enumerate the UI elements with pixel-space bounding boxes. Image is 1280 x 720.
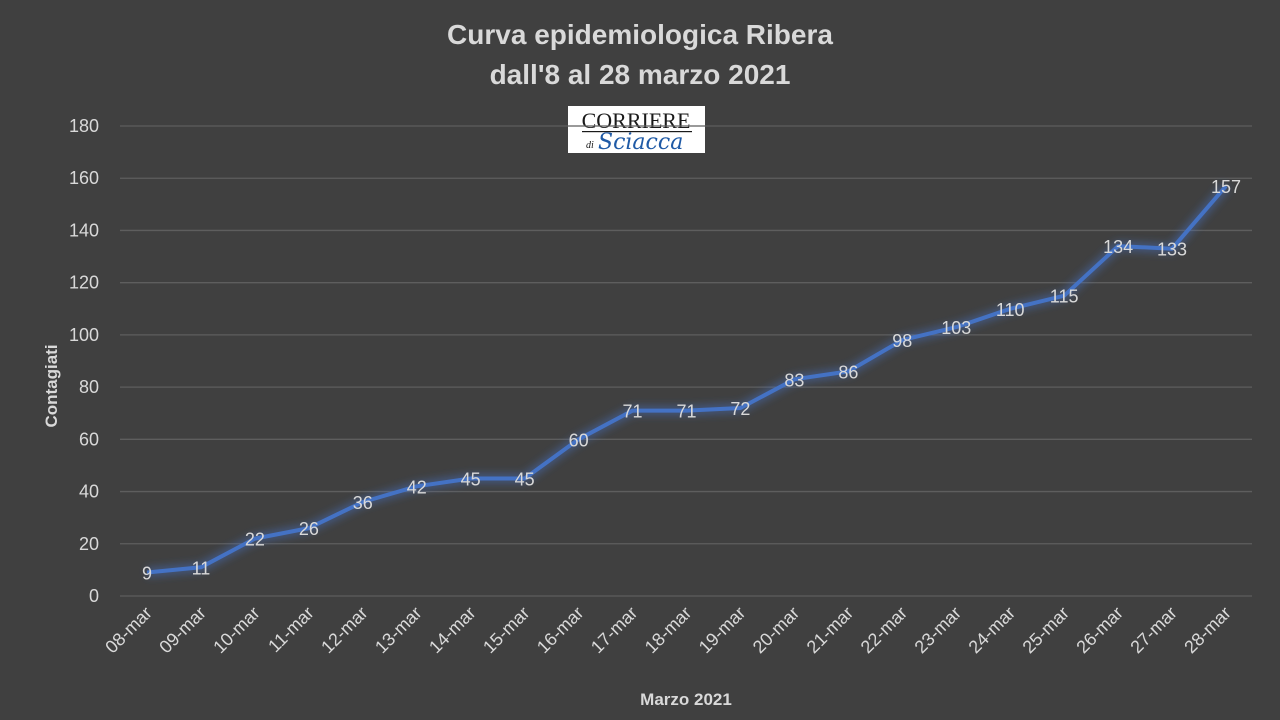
logo-text-di: di: [586, 140, 594, 151]
data-label: 133: [1157, 240, 1187, 260]
data-labels: 9 11 22 26 36 42 45 45 60 71 71 72 83 86 98 103 110 115 13…: [142, 177, 1241, 583]
y-tick-label: 180: [69, 116, 99, 136]
x-tick-label: 10-mar: [209, 603, 263, 657]
x-tick-label: 14-mar: [425, 603, 479, 657]
y-tick-label: 20: [79, 534, 99, 554]
x-tick-label: 20-mar: [749, 603, 803, 657]
y-axis-ticks: 0 20 40 60 80 100 120 140 160 180: [69, 116, 99, 606]
x-tick-label: 13-mar: [371, 603, 425, 657]
x-tick-label: 18-mar: [641, 603, 695, 657]
x-tick-label: 19-mar: [695, 603, 749, 657]
x-tick-label: 22-mar: [857, 603, 911, 657]
y-tick-label: 120: [69, 273, 99, 293]
data-label: 71: [623, 402, 643, 422]
logo-background: [568, 106, 705, 153]
series-line-path: [146, 184, 1228, 575]
y-tick-label: 0: [89, 586, 99, 606]
x-tick-label: 21-mar: [803, 603, 857, 657]
x-tick-label: 15-mar: [479, 603, 533, 657]
logo-text-corriere: CORRIERE: [582, 108, 691, 133]
data-label: 103: [941, 318, 971, 338]
data-label: 157: [1211, 177, 1241, 197]
data-label: 71: [676, 402, 696, 422]
chart-title-line-1: Curva epidemiologica Ribera: [447, 19, 833, 50]
data-label: 86: [838, 362, 858, 382]
data-label: 36: [353, 493, 373, 513]
x-axis-title: Marzo 2021: [640, 690, 732, 709]
y-tick-label: 80: [79, 377, 99, 397]
y-tick-label: 100: [69, 325, 99, 345]
y-axis-title: Contagiati: [42, 344, 61, 427]
x-tick-label: 26-mar: [1072, 603, 1126, 657]
y-tick-label: 160: [69, 168, 99, 188]
x-tick-label: 27-mar: [1126, 603, 1180, 657]
x-tick-label: 09-mar: [155, 603, 209, 657]
chart-title-line-2: dall'8 al 28 marzo 2021: [490, 59, 791, 90]
y-tick-label: 140: [69, 220, 99, 240]
data-label: 60: [569, 430, 589, 450]
x-tick-label: 16-mar: [533, 603, 587, 657]
data-label: 9: [142, 564, 152, 584]
x-tick-label: 25-mar: [1019, 603, 1073, 657]
data-label: 11: [192, 558, 211, 578]
x-tick-label: 17-mar: [587, 603, 641, 657]
x-tick-label: 11-mar: [264, 603, 318, 657]
series-line: [146, 182, 1230, 578]
data-label: 22: [245, 530, 265, 550]
x-axis-ticks: 08-mar 09-mar 10-mar 11-mar 12-mar 13-mar 14-m…: [101, 603, 1234, 657]
y-tick-label: 60: [79, 429, 99, 449]
logo-rule: [582, 131, 692, 133]
logo: CORRIERE di Sciacca: [568, 106, 705, 155]
data-label: 134: [1103, 237, 1133, 257]
x-tick-label: 28-mar: [1180, 603, 1234, 657]
data-label: 42: [407, 477, 427, 497]
data-label: 72: [730, 399, 750, 419]
y-tick-label: 40: [79, 482, 99, 502]
data-label: 115: [1050, 287, 1079, 307]
gridlines: [120, 125, 1252, 597]
x-tick-label: 24-mar: [965, 603, 1019, 657]
x-tick-label: 12-mar: [317, 603, 371, 657]
data-label: 110: [996, 300, 1025, 320]
series-line-glow: [146, 182, 1230, 578]
data-label: 45: [461, 470, 481, 490]
data-label: 83: [784, 370, 804, 390]
x-tick-label: 08-mar: [101, 603, 155, 657]
logo-text-sciacca: Sciacca: [598, 130, 683, 155]
data-label: 98: [892, 331, 912, 351]
data-label: 26: [299, 519, 319, 539]
data-label: 45: [515, 470, 535, 490]
x-tick-label: 23-mar: [911, 603, 965, 657]
